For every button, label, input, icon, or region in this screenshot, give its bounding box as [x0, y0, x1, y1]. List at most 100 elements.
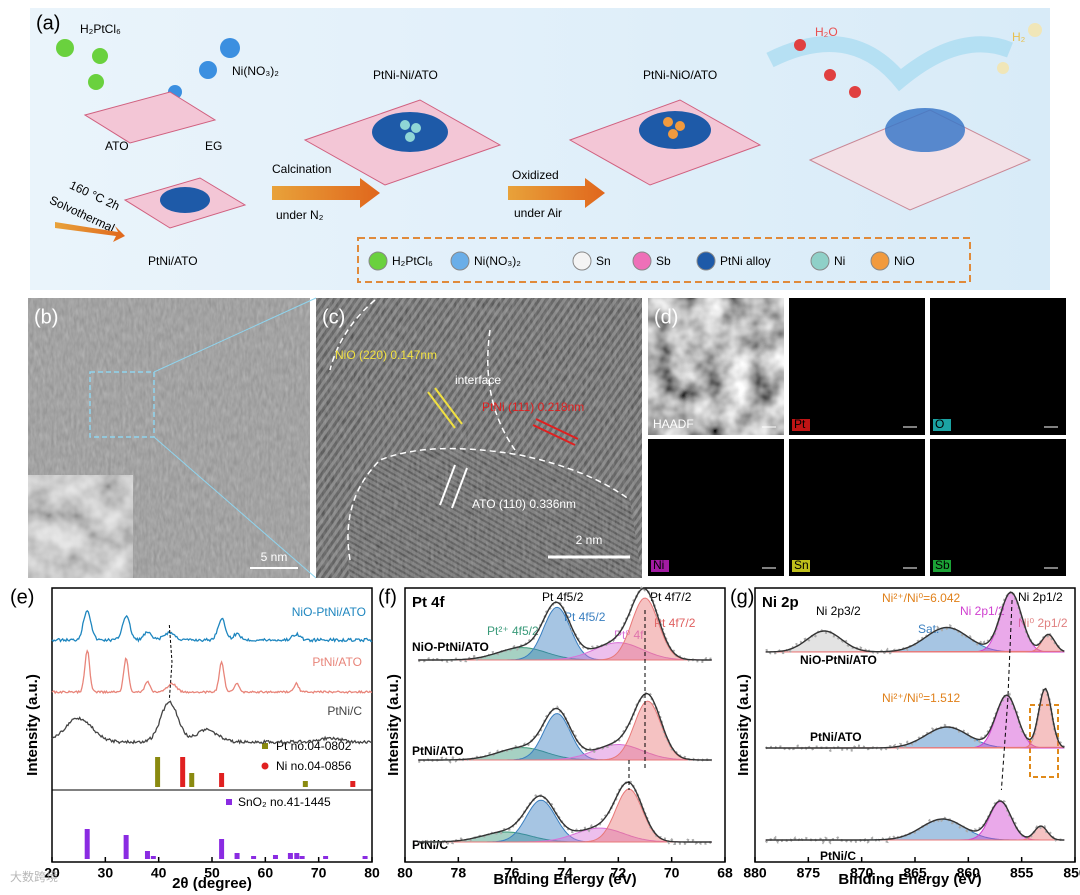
map-tag [933, 560, 951, 572]
ni [405, 132, 415, 142]
legend-label: Ni(NO₃)₂ [474, 254, 521, 268]
ni [400, 120, 410, 130]
peak-label: Ni 2p1/2 [1018, 590, 1063, 604]
reference-bar [362, 856, 368, 859]
reference-bar [219, 773, 225, 787]
step-label: under N₂ [276, 208, 324, 222]
panel-title: Ni 2p [762, 594, 799, 611]
alloy [885, 108, 965, 152]
annotation: ATO (110) 0.336nm [472, 497, 576, 511]
fit [765, 800, 1065, 841]
solvent-label: EG [205, 139, 222, 153]
legend-swatch [450, 251, 470, 271]
legend-box [357, 237, 971, 283]
map-noise [789, 439, 925, 576]
legend-label: Sn [596, 254, 611, 268]
series-label: NiO-PtNi/ATO [412, 640, 489, 654]
stage-label: PtNi-NiO/ATO [643, 68, 717, 82]
series-label: PtNi/C [820, 849, 856, 863]
panel-label: (a) [36, 12, 60, 34]
ratio: Ni²⁺/Ni⁰=6.042 [882, 591, 961, 605]
reference-bar [272, 855, 278, 859]
product: H₂ [1012, 30, 1026, 44]
sphere [199, 61, 217, 79]
legend-swatch [810, 251, 830, 271]
x-tick-label: 68 [717, 865, 733, 881]
fringe [535, 418, 579, 440]
x-tick-label: 76 [504, 865, 520, 881]
legend-label: Sb [656, 254, 671, 268]
series-label: NiO-PtNi/ATO [800, 653, 877, 667]
series-label: NiO-PtNi/ATO [292, 605, 366, 619]
component [765, 634, 1065, 653]
x-axis-label: Binding Energy (eV) [493, 871, 636, 888]
panel-b: (b) 5 nm [28, 297, 317, 579]
boundary [347, 447, 631, 561]
map-label: Ni [653, 558, 664, 572]
sphere [88, 74, 104, 90]
annotation: interface [455, 373, 501, 387]
map-image [789, 439, 925, 576]
zoom-box [89, 371, 155, 438]
arrow [55, 222, 125, 242]
x-tick-label: 70 [311, 865, 327, 881]
series-label: PtNi/ATO [412, 744, 464, 758]
tem-texture [316, 298, 642, 578]
x-tick-label: 40 [151, 865, 167, 881]
reference-bar [302, 781, 308, 787]
fit [765, 591, 1065, 653]
step-label: under Air [514, 206, 562, 220]
x-tick-label: 78 [451, 865, 467, 881]
component [418, 597, 712, 661]
x-tick-label: 20 [44, 865, 60, 881]
legend-label: PtNi alloy [720, 254, 771, 268]
reagent: H₂PtCl₆ [80, 22, 121, 36]
substrate [83, 91, 217, 144]
series-label: PtNi/C [412, 838, 448, 852]
sphere [220, 38, 240, 58]
legend-label: H₂PtCl₆ [392, 254, 433, 268]
map-noise [789, 298, 925, 435]
zoom-line [153, 297, 317, 373]
inset-texture [28, 475, 133, 578]
map-noise [648, 439, 784, 576]
x-tick-label: 860 [957, 865, 981, 881]
reference-bar [123, 835, 129, 859]
panel-g: (g) Ni 2p Binding Energy (eV) Intensity … [730, 586, 1080, 888]
reference-bar [189, 773, 195, 787]
map-image [648, 439, 784, 576]
fringe [532, 424, 576, 446]
map-tag [792, 419, 810, 431]
step-label: Calcination [272, 162, 331, 176]
x-axis-label: 2θ (degree) [172, 875, 252, 892]
x-axis-label: Binding Energy (eV) [838, 871, 981, 888]
map-image [789, 298, 925, 435]
y-axis-label: Intensity (a.u.) [24, 674, 41, 776]
stage-label: PtNi/ATO [148, 254, 198, 268]
sphere [56, 39, 74, 57]
component [418, 799, 712, 843]
reference-bar [323, 856, 329, 859]
panel-label: (e) [10, 586, 34, 608]
x-tick-label: 880 [743, 865, 767, 881]
legend-label: Ni [834, 254, 845, 268]
map-tag [651, 560, 669, 572]
peak-label: Pt 4f5/2 [564, 610, 606, 624]
reference-bar [155, 757, 161, 787]
map-image [930, 439, 1066, 576]
fit [418, 693, 712, 761]
stage-label: PtNi-Ni/ATO [373, 68, 438, 82]
x-tick-label: 80 [397, 865, 413, 881]
series-label: PtNi/ATO [810, 730, 862, 744]
legend: H₂PtCl₆ Ni(NO₃)₂ Sn Sb PtNi alloy Ni NiO [368, 251, 915, 271]
reference-bar [144, 851, 150, 859]
series-label: PtNi/C [327, 704, 362, 718]
molecule [824, 69, 836, 81]
nio [668, 129, 678, 139]
alloy [160, 187, 210, 213]
zoom-line [153, 436, 317, 579]
map-label: Sb [935, 558, 950, 572]
panel-label: (g) [730, 586, 754, 608]
y-axis-label: Intensity (a.u.) [385, 674, 402, 776]
